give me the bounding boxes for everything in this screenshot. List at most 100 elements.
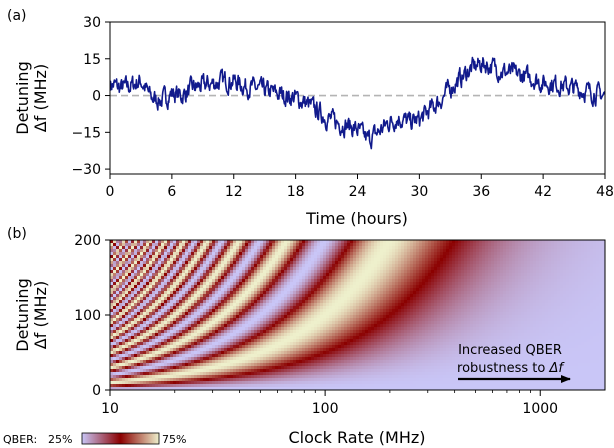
heatmap-cell	[182, 294, 186, 298]
heatmap-cell	[185, 267, 189, 271]
heatmap-cell	[155, 360, 159, 364]
heatmap-cell	[281, 261, 285, 265]
heatmap-cell	[389, 306, 393, 310]
heatmap-cell	[245, 255, 249, 259]
heatmap-cell	[320, 357, 324, 361]
heatmap-cell	[158, 294, 162, 298]
heatmap-cell	[197, 342, 201, 346]
heatmap-cell	[389, 384, 393, 388]
heatmap-cell	[194, 249, 198, 253]
heatmap-cell	[296, 327, 300, 331]
heatmap-cell	[137, 378, 141, 382]
heatmap-cell	[269, 369, 273, 373]
heatmap-cell	[158, 360, 162, 364]
heatmap-cell	[392, 297, 396, 301]
heatmap-cell	[245, 327, 249, 331]
heatmap-cell	[203, 384, 207, 388]
heatmap-cell	[287, 282, 291, 286]
heatmap-cell	[290, 318, 294, 322]
heatmap-cell	[314, 240, 318, 244]
heatmap-cell	[215, 360, 219, 364]
heatmap-cell	[332, 336, 336, 340]
heatmap-cell	[182, 372, 186, 376]
heatmap-cell	[320, 294, 324, 298]
heatmap-cell	[398, 378, 402, 382]
heatmap-cell	[173, 273, 177, 277]
heatmap-cell	[290, 351, 294, 355]
heatmap-cell	[176, 273, 180, 277]
heatmap-cell	[317, 303, 321, 307]
heatmap-cell	[182, 273, 186, 277]
heatmap-cell	[170, 375, 174, 379]
heatmap-cell	[248, 243, 252, 247]
heatmap-cell	[158, 348, 162, 352]
heatmap-cell	[401, 300, 405, 304]
heatmap-cell	[260, 273, 264, 277]
panel-a-frame	[109, 21, 606, 175]
heatmap-cell	[203, 303, 207, 307]
heatmap-cell	[371, 249, 375, 253]
heatmap-cell	[152, 309, 156, 313]
heatmap-cell	[362, 360, 366, 364]
heatmap-cell	[353, 366, 357, 370]
heatmap-cell	[356, 384, 360, 388]
heatmap-cell	[269, 246, 273, 250]
heatmap-cell	[278, 288, 282, 292]
heatmap-cell	[395, 369, 399, 373]
heatmap-cell	[152, 285, 156, 289]
heatmap-cell	[305, 375, 309, 379]
heatmap-cell	[257, 333, 261, 337]
heatmap-cell	[341, 297, 345, 301]
heatmap-cell	[401, 363, 405, 367]
heatmap-cell	[116, 249, 120, 253]
heatmap-cell	[320, 306, 324, 310]
heatmap-cell	[116, 255, 120, 259]
heatmap-cell	[245, 288, 249, 292]
heatmap-cell	[164, 306, 168, 310]
heatmap-cell	[365, 303, 369, 307]
heatmap-cell	[170, 321, 174, 325]
heatmap-cell	[164, 363, 168, 367]
heatmap-cell	[308, 258, 312, 262]
heatmap-cell	[239, 321, 243, 325]
heatmap-cell	[278, 273, 282, 277]
heatmap-cell	[164, 348, 168, 352]
heatmap-cell	[182, 297, 186, 301]
heatmap-cell	[194, 300, 198, 304]
heatmap-cell	[338, 288, 342, 292]
heatmap-cell	[233, 303, 237, 307]
heatmap-cell	[293, 363, 297, 367]
heatmap-cell	[212, 366, 216, 370]
heatmap-cell	[350, 273, 354, 277]
heatmap-cell	[287, 291, 291, 295]
heatmap-cell	[281, 381, 285, 385]
heatmap-cell	[143, 339, 147, 343]
heatmap-cell	[152, 276, 156, 280]
heatmap-cell	[305, 288, 309, 292]
heatmap-cell	[185, 249, 189, 253]
heatmap-cell	[146, 303, 150, 307]
heatmap-cell	[269, 315, 273, 319]
heatmap-cell	[353, 258, 357, 262]
heatmap-cell	[203, 315, 207, 319]
heatmap-cell	[380, 279, 384, 283]
heatmap-cell	[278, 342, 282, 346]
heatmap-cell	[347, 366, 351, 370]
heatmap-cell	[368, 273, 372, 277]
heatmap-cell	[374, 303, 378, 307]
heatmap-cell	[254, 294, 258, 298]
heatmap-cell	[287, 339, 291, 343]
heatmap-cell	[389, 246, 393, 250]
heatmap-cell	[206, 243, 210, 247]
heatmap-cell	[266, 261, 270, 265]
heatmap-cell	[302, 318, 306, 322]
heatmap-cell	[164, 378, 168, 382]
heatmap-cell	[167, 270, 171, 274]
heatmap-cell	[128, 339, 132, 343]
heatmap-cell	[350, 333, 354, 337]
heatmap-cell	[290, 300, 294, 304]
heatmap-cell	[389, 387, 393, 391]
heatmap-cell	[260, 321, 264, 325]
heatmap-cell	[383, 276, 387, 280]
heatmap-cell	[227, 330, 231, 334]
